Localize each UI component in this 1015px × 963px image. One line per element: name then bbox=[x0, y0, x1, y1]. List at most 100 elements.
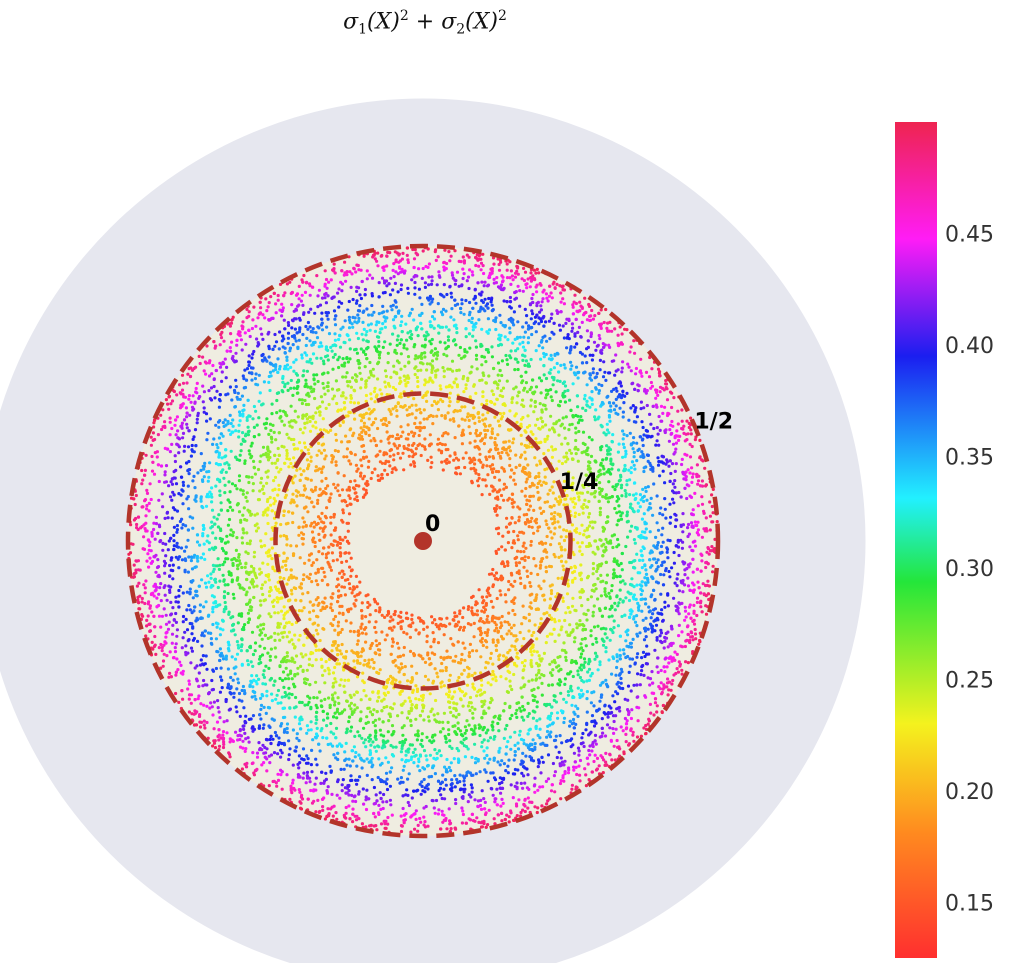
scatter-point bbox=[655, 704, 659, 708]
scatter-point bbox=[314, 420, 318, 424]
scatter-point bbox=[272, 683, 276, 687]
scatter-point bbox=[508, 679, 512, 683]
scatter-point bbox=[529, 430, 533, 434]
scatter-point bbox=[546, 299, 550, 303]
scatter-point bbox=[499, 675, 503, 679]
scatter-point bbox=[271, 737, 275, 741]
scatter-point bbox=[165, 598, 169, 602]
scatter-point bbox=[558, 734, 562, 738]
scatter-point bbox=[452, 419, 456, 423]
scatter-point bbox=[547, 428, 552, 432]
scatter-point bbox=[183, 570, 187, 574]
scatter-point bbox=[675, 652, 679, 657]
scatter-point bbox=[425, 735, 429, 739]
scatter-point bbox=[576, 673, 580, 677]
scatter-point bbox=[431, 414, 435, 418]
scatter-point bbox=[546, 492, 550, 496]
scatter-point bbox=[647, 605, 651, 609]
scatter-point bbox=[367, 620, 371, 624]
scatter-point bbox=[539, 391, 543, 395]
scatter-point bbox=[341, 391, 345, 395]
scatter-point bbox=[284, 568, 288, 572]
scatter-point bbox=[504, 600, 508, 604]
scatter-point bbox=[536, 572, 540, 577]
scatter-point bbox=[524, 754, 528, 758]
scatter-point bbox=[564, 460, 568, 464]
scatter-point bbox=[603, 587, 607, 591]
scatter-point bbox=[359, 347, 363, 351]
scatter-point bbox=[482, 373, 486, 378]
scatter-point bbox=[475, 694, 479, 698]
scatter-point bbox=[586, 574, 591, 578]
scatter-point bbox=[671, 497, 675, 501]
scatter-point bbox=[430, 279, 434, 283]
scatter-point bbox=[615, 545, 619, 549]
scatter-point bbox=[513, 357, 518, 361]
scatter-point bbox=[615, 659, 619, 663]
scatter-point bbox=[495, 276, 499, 280]
scatter-point bbox=[512, 601, 516, 606]
scatter-point bbox=[463, 725, 467, 729]
scatter-point bbox=[194, 365, 198, 369]
scatter-point bbox=[400, 758, 404, 762]
scatter-point bbox=[585, 505, 590, 509]
scatter-point bbox=[641, 650, 646, 655]
scatter-point bbox=[145, 503, 149, 508]
scatter-point bbox=[217, 513, 221, 517]
scatter-point bbox=[486, 628, 490, 632]
scatter-point bbox=[377, 642, 382, 646]
scatter-point bbox=[457, 675, 461, 680]
scatter-point bbox=[641, 618, 645, 622]
scatter-point bbox=[268, 455, 272, 460]
scatter-point bbox=[365, 788, 369, 792]
scatter-point bbox=[537, 471, 541, 475]
scatter-point bbox=[604, 537, 608, 542]
scatter-point bbox=[246, 736, 250, 740]
scatter-point bbox=[541, 425, 545, 429]
scatter-point bbox=[626, 535, 630, 539]
scatter-point bbox=[241, 684, 245, 689]
scatter-point bbox=[354, 483, 358, 488]
scatter-point bbox=[355, 495, 359, 499]
scatter-point bbox=[311, 389, 316, 393]
scatter-point bbox=[221, 745, 226, 750]
scatter-point bbox=[619, 486, 624, 490]
scatter-point bbox=[491, 728, 495, 732]
scatter-point bbox=[594, 408, 598, 412]
scatter-point bbox=[420, 738, 424, 743]
scatter-point bbox=[359, 710, 363, 714]
scatter-point bbox=[559, 363, 563, 367]
scatter-point bbox=[415, 703, 419, 708]
scatter-point bbox=[359, 386, 363, 390]
scatter-point bbox=[616, 692, 620, 696]
scatter-point bbox=[417, 760, 421, 764]
scatter-point bbox=[598, 699, 602, 703]
scatter-point bbox=[259, 696, 263, 701]
scatter-point bbox=[624, 740, 628, 744]
scatter-point bbox=[514, 453, 518, 457]
scatter-point bbox=[517, 733, 522, 737]
scatter-point bbox=[183, 444, 187, 448]
scatter-point bbox=[340, 627, 344, 632]
scatter-point bbox=[641, 443, 645, 448]
scatter-point bbox=[559, 628, 563, 632]
scatter-point bbox=[447, 732, 451, 737]
scatter-point bbox=[704, 516, 708, 520]
scatter-point bbox=[604, 433, 608, 437]
scatter-point bbox=[437, 331, 441, 335]
scatter-point bbox=[344, 805, 348, 810]
scatter-point bbox=[364, 807, 369, 812]
scatter-point bbox=[712, 547, 716, 551]
scatter-point bbox=[334, 726, 339, 731]
scatter-point bbox=[478, 452, 482, 456]
scatter-point bbox=[302, 506, 307, 510]
scatter-point bbox=[412, 434, 416, 438]
scatter-point bbox=[428, 753, 432, 757]
scatter-point bbox=[476, 484, 481, 488]
scatter-point bbox=[408, 329, 413, 333]
scatter-point bbox=[364, 694, 368, 698]
scatter-point bbox=[618, 597, 622, 601]
scatter-point bbox=[458, 345, 462, 350]
scatter-point bbox=[564, 655, 568, 659]
scatter-point bbox=[591, 526, 595, 530]
